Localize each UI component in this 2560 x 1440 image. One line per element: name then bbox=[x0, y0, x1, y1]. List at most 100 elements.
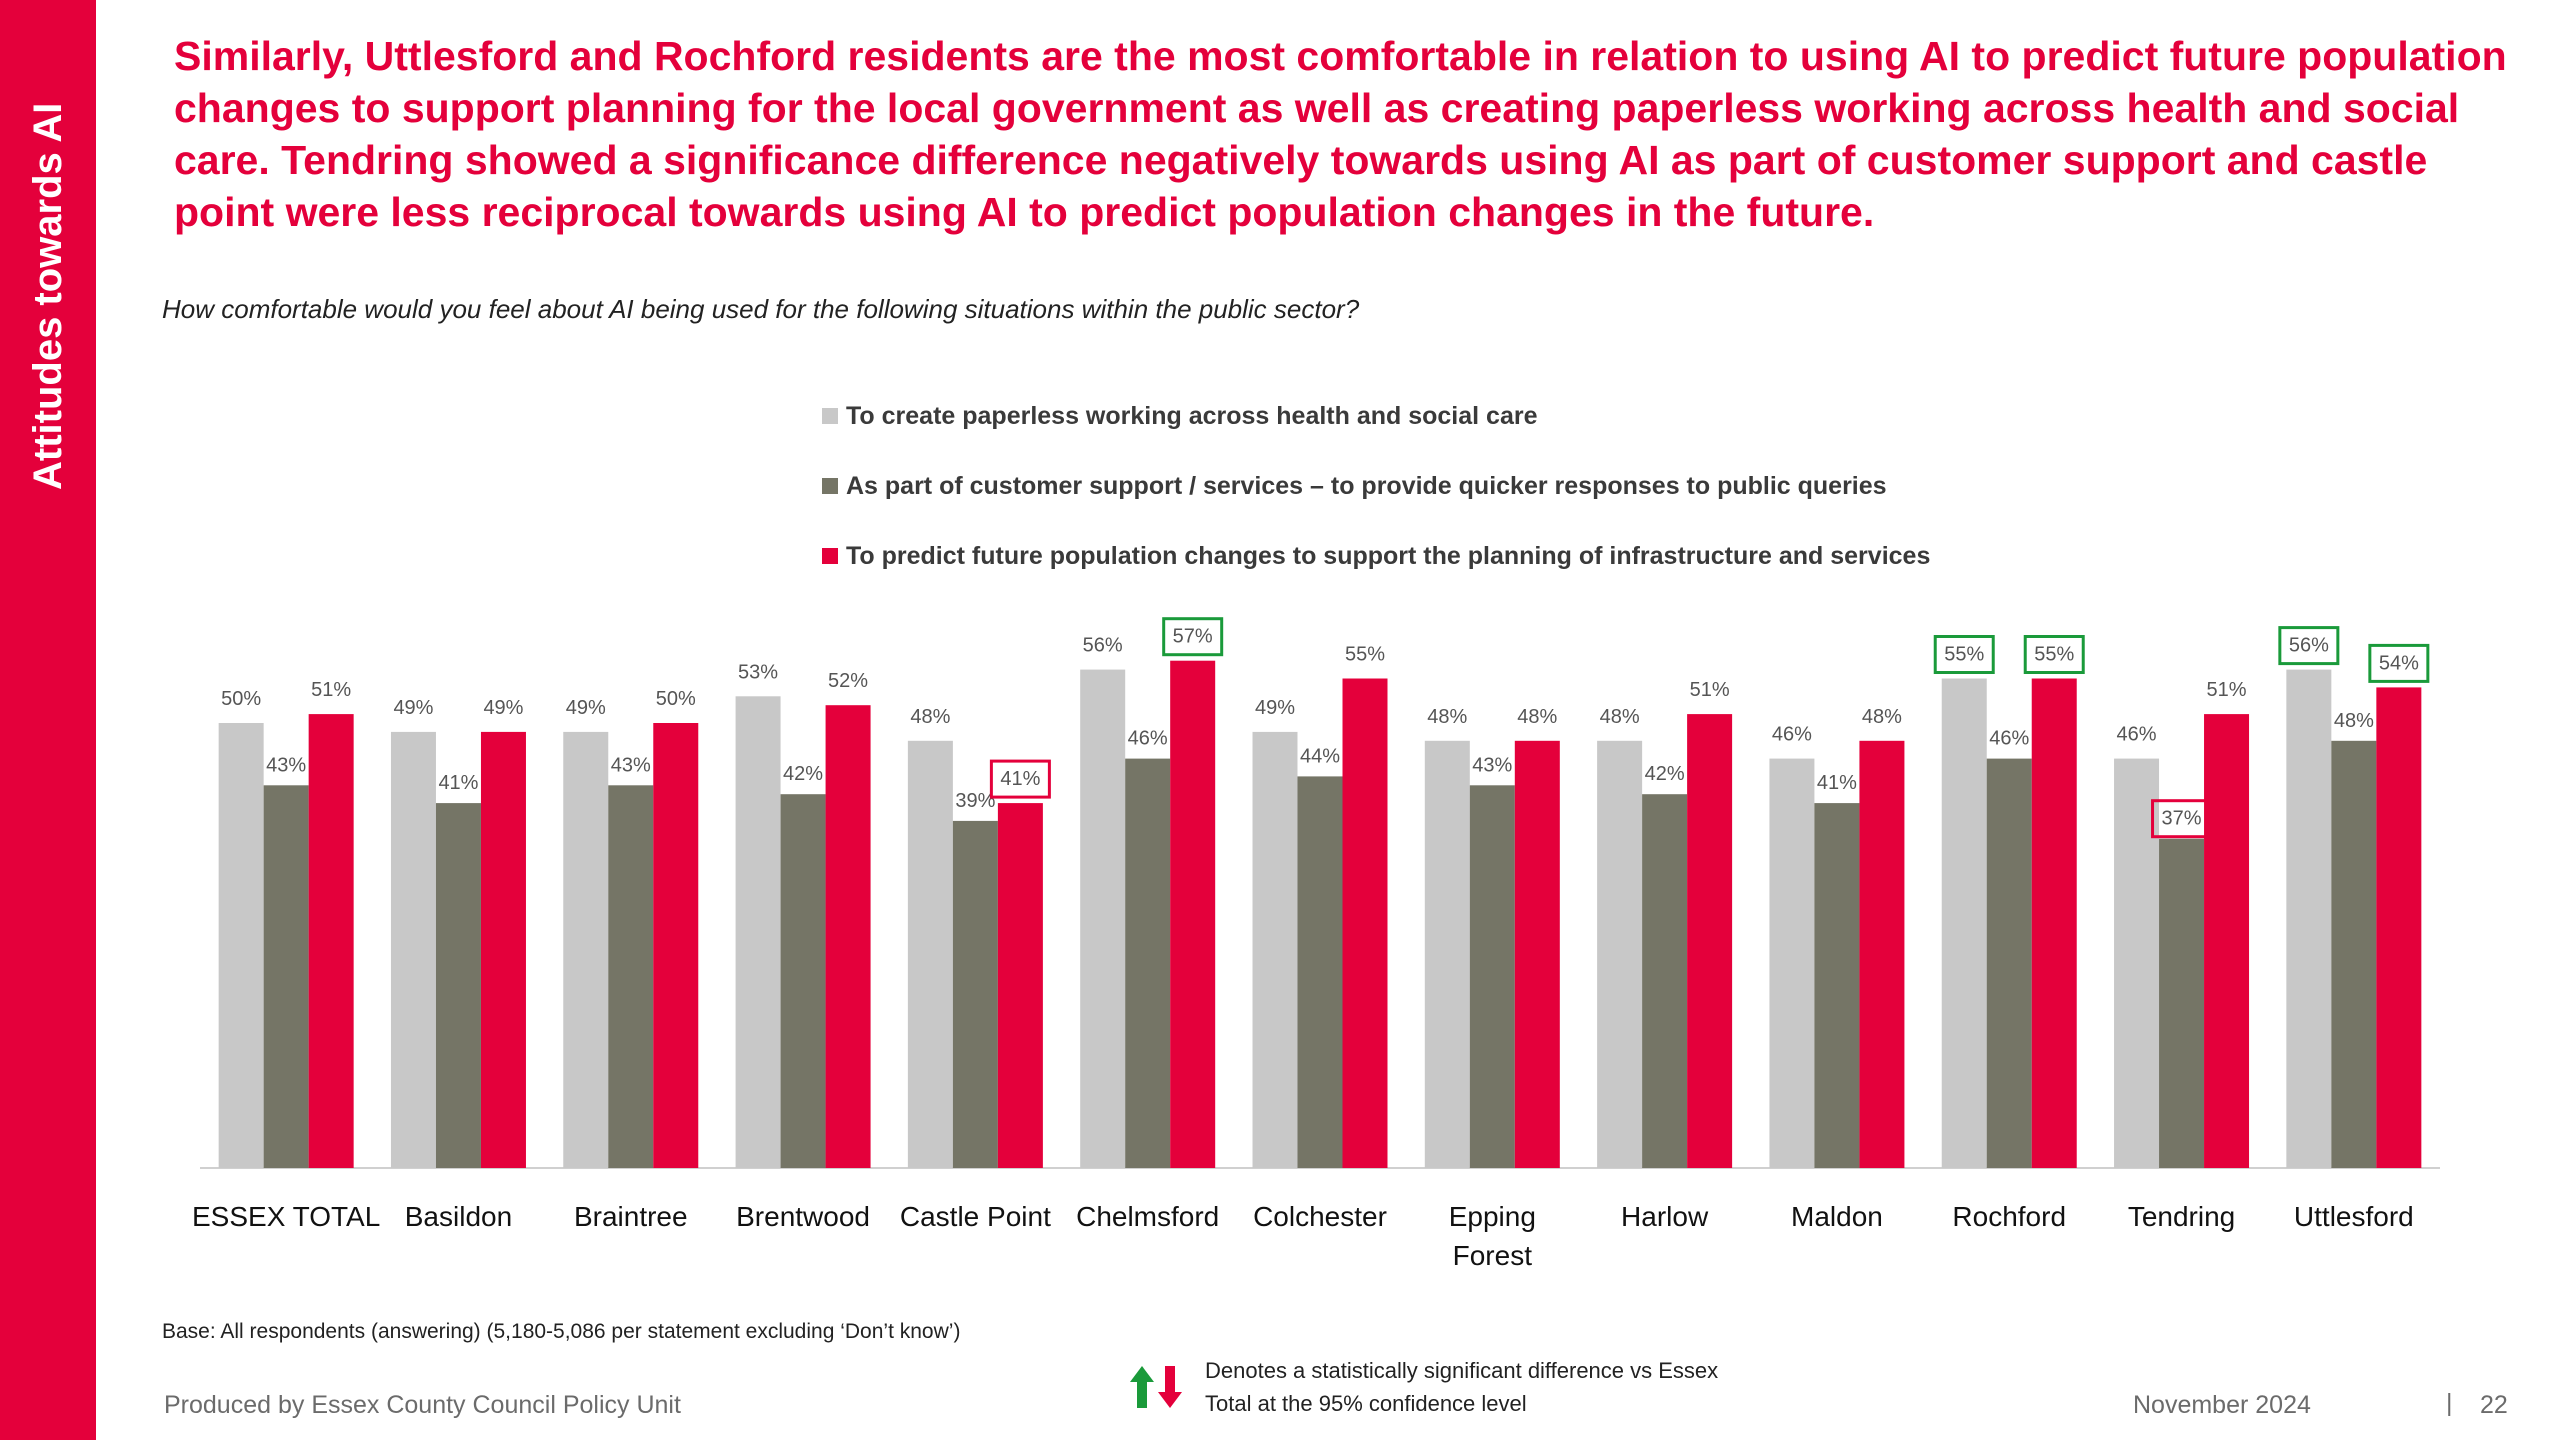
bar bbox=[435, 803, 481, 1168]
bar bbox=[1342, 678, 1388, 1168]
bar bbox=[825, 705, 871, 1168]
legend-label-2: As part of customer support / services –… bbox=[846, 472, 1887, 500]
bar bbox=[2031, 678, 2077, 1168]
significance-note: Denotes a statistically significant diff… bbox=[1205, 1358, 1719, 1416]
data-label: 55% bbox=[1944, 644, 1984, 666]
data-label: 48% bbox=[1427, 706, 1467, 728]
bar bbox=[1941, 678, 1987, 1168]
category-label: Epping bbox=[1449, 1201, 1536, 1232]
category-label: Basildon bbox=[405, 1201, 512, 1232]
data-label: 51% bbox=[2207, 679, 2247, 701]
data-label: 39% bbox=[955, 790, 995, 812]
bar bbox=[1814, 803, 1860, 1168]
bar bbox=[952, 820, 998, 1168]
data-label: 48% bbox=[1862, 706, 1902, 728]
bar bbox=[1297, 776, 1343, 1168]
legend-label-1: To create paperless working across healt… bbox=[846, 402, 1538, 430]
category-label: Maldon bbox=[1791, 1201, 1883, 1232]
data-label: 51% bbox=[1690, 679, 1730, 701]
data-label: 37% bbox=[2162, 808, 2202, 830]
bar bbox=[1080, 669, 1126, 1168]
significant-higher-marker bbox=[1162, 617, 1224, 657]
bar bbox=[2159, 838, 2205, 1168]
bar bbox=[907, 740, 953, 1168]
bar bbox=[1170, 660, 1216, 1168]
data-label: 48% bbox=[1600, 706, 1640, 728]
data-label: 48% bbox=[910, 706, 950, 728]
base-note: Base: All respondents (answering) (5,180… bbox=[162, 1320, 961, 1343]
data-label: 43% bbox=[266, 754, 306, 776]
data-label: 53% bbox=[738, 661, 778, 683]
bar bbox=[2331, 740, 2377, 1168]
significant-higher-marker bbox=[2023, 635, 2085, 674]
category-label: ESSEX TOTAL bbox=[192, 1201, 380, 1232]
footer-separator: | bbox=[2446, 1389, 2453, 1417]
bar bbox=[2376, 687, 2422, 1168]
data-label: 55% bbox=[2034, 644, 2074, 666]
data-label: 55% bbox=[1345, 644, 1385, 666]
bar bbox=[1125, 758, 1171, 1168]
bar bbox=[997, 803, 1043, 1168]
data-label: 57% bbox=[1173, 626, 1213, 648]
significant-higher-marker bbox=[2278, 626, 2340, 666]
legend-swatch-3 bbox=[822, 548, 838, 564]
data-label: 50% bbox=[656, 688, 696, 710]
sidebar-band bbox=[0, 0, 96, 1440]
category-label: Rochford bbox=[1952, 1201, 2066, 1232]
legend-label-3: To predict future population changes to … bbox=[846, 542, 1930, 570]
footer-date: November 2024 bbox=[2133, 1391, 2311, 1419]
produced-by: Produced by Essex County Council Policy … bbox=[164, 1391, 681, 1419]
data-label: 43% bbox=[1472, 754, 1512, 776]
bar bbox=[608, 785, 654, 1168]
bar bbox=[1252, 731, 1298, 1168]
bar bbox=[308, 714, 354, 1168]
category-label: Colchester bbox=[1253, 1201, 1387, 1232]
bar bbox=[1687, 714, 1733, 1168]
data-label: 51% bbox=[311, 679, 351, 701]
significant-higher-marker bbox=[1933, 635, 1995, 674]
bar bbox=[780, 794, 826, 1168]
data-label: 41% bbox=[438, 772, 478, 794]
data-label: 46% bbox=[2117, 724, 2157, 746]
bar bbox=[1514, 740, 1560, 1168]
data-label: 48% bbox=[2334, 710, 2374, 732]
bar bbox=[390, 731, 436, 1168]
bar bbox=[218, 723, 264, 1168]
up-arrow-icon bbox=[1130, 1366, 1154, 1408]
data-label: 46% bbox=[1772, 724, 1812, 746]
data-label: 54% bbox=[2379, 652, 2419, 674]
data-label: 46% bbox=[1989, 728, 2029, 750]
grouped-bar-chart: To create paperless working across healt… bbox=[192, 402, 2440, 1271]
bar bbox=[480, 731, 526, 1168]
legend-swatch-2 bbox=[822, 478, 838, 494]
data-label: 42% bbox=[1645, 763, 1685, 785]
down-arrow-icon bbox=[1158, 1366, 1182, 1408]
bar bbox=[563, 731, 609, 1168]
significant-higher-marker bbox=[2368, 643, 2430, 683]
data-label: 41% bbox=[1817, 772, 1857, 794]
category-label: Harlow bbox=[1621, 1201, 1709, 1232]
page-number: 22 bbox=[2480, 1391, 2508, 1419]
category-label: Forest bbox=[1453, 1240, 1533, 1271]
bar bbox=[1769, 758, 1815, 1168]
data-label: 42% bbox=[783, 763, 823, 785]
data-label: 41% bbox=[1000, 768, 1040, 790]
data-label: 50% bbox=[221, 688, 261, 710]
bar bbox=[263, 785, 309, 1168]
category-label: Uttlesford bbox=[2294, 1201, 2414, 1232]
bar bbox=[2286, 669, 2332, 1168]
bar bbox=[1424, 740, 1470, 1168]
category-label: Brentwood bbox=[736, 1201, 870, 1232]
survey-question: How comfortable would you feel about AI … bbox=[162, 294, 1360, 324]
data-label: 46% bbox=[1128, 728, 1168, 750]
data-label: 56% bbox=[1083, 635, 1123, 657]
data-label: 49% bbox=[393, 697, 433, 719]
bar bbox=[653, 723, 699, 1168]
data-label: 43% bbox=[611, 754, 651, 776]
data-label: 49% bbox=[483, 697, 523, 719]
data-label: 44% bbox=[1300, 745, 1340, 767]
data-label: 49% bbox=[566, 697, 606, 719]
data-label: 49% bbox=[1255, 697, 1295, 719]
bar bbox=[2204, 714, 2250, 1168]
category-label: Chelmsford bbox=[1076, 1201, 1219, 1232]
